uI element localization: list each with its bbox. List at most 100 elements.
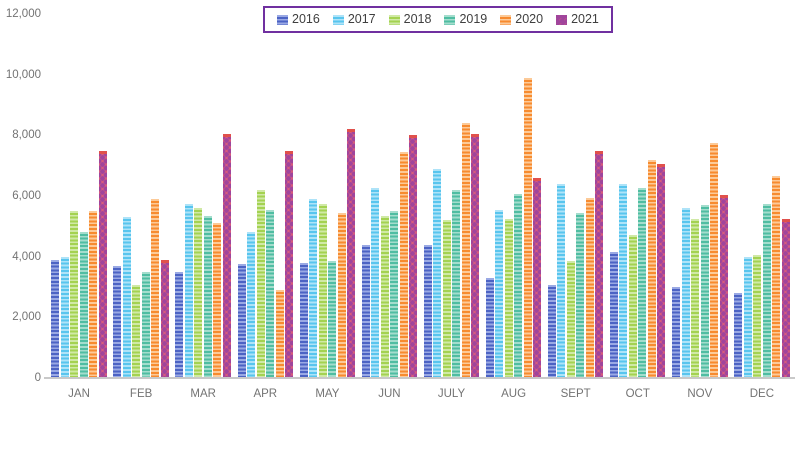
y-axis: 0 2,000 4,000 6,000 8,000 10,000 12,000 bbox=[0, 0, 41, 400]
bar-sept-2020 bbox=[585, 197, 594, 378]
bar-group-apr bbox=[234, 14, 296, 378]
x-axis-label-sept: SEPT bbox=[560, 388, 591, 400]
bar-oct-2016 bbox=[609, 252, 618, 378]
bar-oct-2018 bbox=[628, 235, 637, 378]
legend-swatch-icon bbox=[444, 14, 456, 25]
bar-aug-2020 bbox=[523, 77, 532, 378]
bar-may-2016 bbox=[299, 262, 308, 378]
bar-mar-2019 bbox=[203, 215, 212, 378]
legend-item-2020[interactable]: 2020 bbox=[500, 13, 543, 26]
bar-sept-2021 bbox=[595, 150, 604, 378]
legend-swatch-icon bbox=[332, 14, 344, 25]
bar-jun-2019 bbox=[390, 211, 399, 378]
legend-label: 2017 bbox=[347, 12, 376, 27]
bar-jan-2019 bbox=[79, 232, 88, 378]
x-axis-label-july: JULY bbox=[437, 388, 466, 400]
bar-may-2020 bbox=[337, 212, 346, 378]
x-axis-baseline bbox=[44, 377, 795, 379]
bar-nov-2021 bbox=[719, 194, 728, 378]
bar-may-2019 bbox=[328, 261, 337, 378]
bar-group-may bbox=[296, 14, 358, 378]
bar-sept-2016 bbox=[547, 285, 556, 378]
bar-group-jan bbox=[48, 14, 110, 378]
bar-group-oct bbox=[607, 14, 669, 378]
bar-dec-2021 bbox=[781, 218, 790, 378]
bar-july-2018 bbox=[442, 220, 451, 378]
bar-apr-2019 bbox=[266, 209, 275, 378]
bar-nov-2016 bbox=[672, 287, 681, 378]
legend-item-2017[interactable]: 2017 bbox=[332, 12, 376, 27]
x-axis-label-may: MAY bbox=[315, 388, 340, 400]
bar-feb-2021 bbox=[160, 259, 169, 378]
bar-group-dec bbox=[731, 14, 793, 378]
bar-jan-2021 bbox=[98, 150, 107, 378]
legend-label: 2019 bbox=[459, 12, 488, 27]
bar-dec-2019 bbox=[762, 203, 771, 378]
bar-mar-2017 bbox=[184, 203, 193, 378]
bar-july-2017 bbox=[433, 168, 442, 378]
bar-oct-2020 bbox=[647, 159, 656, 378]
bar-nov-2019 bbox=[700, 205, 709, 378]
legend-item-2018[interactable]: 2018 bbox=[388, 13, 431, 26]
plot-area bbox=[48, 14, 793, 378]
bar-oct-2017 bbox=[619, 183, 628, 378]
x-axis-label-mar: MAR bbox=[190, 388, 216, 400]
y-axis-tick-label: 12,000 bbox=[5, 8, 41, 20]
bar-group-feb bbox=[110, 14, 172, 378]
bar-jun-2021 bbox=[409, 135, 418, 378]
x-axis-label-feb: FEB bbox=[129, 388, 153, 400]
y-axis-tick-label: 0 bbox=[34, 372, 41, 384]
bar-group-jun bbox=[358, 14, 420, 378]
x-axis-label-aug: AUG bbox=[501, 388, 527, 400]
bar-apr-2020 bbox=[275, 290, 284, 378]
bar-jan-2020 bbox=[89, 211, 98, 378]
legend-item-2021[interactable]: 2021 bbox=[556, 13, 599, 26]
legend: 2016 2017 2018 2019 2020 2021 bbox=[263, 6, 613, 33]
bar-feb-2020 bbox=[151, 199, 160, 378]
bar-may-2017 bbox=[309, 199, 318, 378]
legend-item-2019[interactable]: 2019 bbox=[444, 13, 487, 26]
x-axis: JAN FEB MAR APR MAY JUN JULY AUG SEPT OCT NOV DEC bbox=[48, 387, 793, 401]
y-axis-tick-label: 4,000 bbox=[12, 250, 41, 263]
bar-apr-2021 bbox=[285, 150, 294, 378]
bar-apr-2017 bbox=[247, 232, 256, 378]
bar-oct-2019 bbox=[638, 188, 647, 378]
bar-dec-2018 bbox=[753, 255, 762, 378]
bar-aug-2021 bbox=[533, 177, 542, 378]
bar-jun-2018 bbox=[380, 215, 389, 378]
x-axis-label-jun: JUN bbox=[378, 388, 401, 400]
bar-feb-2019 bbox=[141, 271, 150, 378]
bar-mar-2021 bbox=[222, 133, 231, 378]
y-axis-tick-label: 2,000 bbox=[12, 311, 41, 324]
bar-jun-2016 bbox=[361, 244, 370, 378]
bar-aug-2018 bbox=[504, 218, 513, 378]
bar-sept-2018 bbox=[566, 261, 575, 378]
bar-july-2020 bbox=[461, 123, 470, 378]
bar-aug-2017 bbox=[495, 209, 504, 378]
legend-item-2016[interactable]: 2016 bbox=[277, 13, 320, 26]
bar-july-2019 bbox=[452, 189, 461, 378]
legend-label: 2016 bbox=[292, 12, 320, 27]
x-axis-label-jan: JAN bbox=[68, 388, 90, 400]
legend-swatch-icon bbox=[556, 14, 568, 25]
bar-may-2021 bbox=[347, 129, 356, 378]
x-axis-label-oct: OCT bbox=[625, 388, 650, 400]
x-axis-label-nov: NOV bbox=[687, 388, 713, 400]
bar-aug-2019 bbox=[514, 194, 523, 378]
bar-group-nov bbox=[669, 14, 731, 378]
bar-feb-2018 bbox=[132, 285, 141, 378]
x-axis-label-dec: DEC bbox=[749, 388, 775, 400]
bar-jun-2017 bbox=[371, 188, 380, 378]
bar-dec-2017 bbox=[743, 256, 752, 378]
bar-sept-2017 bbox=[557, 183, 566, 378]
bar-sept-2019 bbox=[576, 212, 585, 378]
y-axis-tick-label: 8,000 bbox=[12, 129, 41, 142]
bar-feb-2017 bbox=[122, 217, 131, 378]
bar-group-mar bbox=[172, 14, 234, 378]
bar-nov-2020 bbox=[710, 142, 719, 378]
bar-july-2021 bbox=[471, 133, 480, 378]
bar-oct-2021 bbox=[657, 164, 666, 378]
bar-mar-2020 bbox=[213, 223, 222, 378]
bar-jan-2017 bbox=[60, 256, 69, 378]
